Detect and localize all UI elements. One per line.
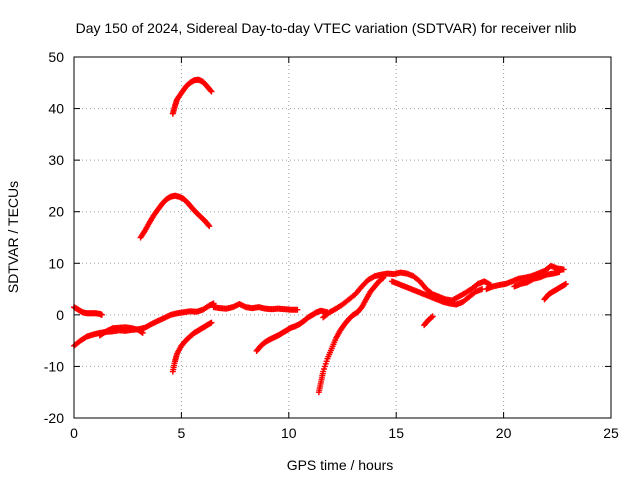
series-arc-high-2	[137, 192, 213, 241]
data-point	[556, 269, 563, 276]
series-arc-rise-2	[315, 274, 387, 396]
data-point	[205, 222, 212, 229]
y-tick-label: 40	[48, 101, 64, 117]
data-point	[206, 223, 213, 230]
data-point	[207, 87, 214, 94]
data-point	[98, 311, 105, 318]
data-point	[560, 266, 567, 273]
chart-title: Day 150 of 2024, Sidereal Day-to-day VTE…	[76, 20, 577, 36]
x-tick-label: 20	[496, 425, 512, 441]
x-tick-label: 15	[388, 425, 404, 441]
y-tick-label: 0	[56, 307, 64, 323]
data-points	[71, 76, 569, 396]
plot-frame	[73, 56, 612, 419]
series-arc-mid-flat	[210, 301, 301, 313]
series-arc-late	[483, 262, 567, 293]
series-arc-hump	[320, 269, 494, 321]
series-arc-dip-2	[421, 313, 436, 329]
data-point	[139, 329, 146, 336]
data-point	[208, 319, 215, 326]
series-arc-lower-start	[71, 300, 217, 349]
x-tick-label: 25	[603, 425, 619, 441]
y-tick-label: 30	[48, 152, 64, 168]
y-tick-label: 20	[48, 204, 64, 220]
y-tick-label: 10	[48, 255, 64, 271]
data-point	[208, 88, 215, 95]
series-arc-end	[541, 280, 569, 303]
x-tick-label: 5	[178, 425, 186, 441]
data-point	[562, 280, 569, 287]
series-arc-hump-lower	[388, 278, 486, 308]
series-arc-band-2	[96, 324, 146, 339]
x-tick-label: 10	[281, 425, 297, 441]
ticks: 0 5 10 15 20 25 -20 -10 0 10 20 30 40 50	[44, 49, 619, 441]
x-axis-label: GPS time / hours	[287, 457, 394, 473]
x-tick-label: 0	[70, 425, 78, 441]
series-arc-late-lower	[511, 269, 563, 290]
y-tick-label: -10	[44, 358, 64, 374]
series-arc-upper-band	[71, 304, 105, 318]
y-tick-label: -20	[44, 410, 64, 426]
series-arc-dip-1	[169, 319, 215, 375]
data-point	[428, 314, 435, 321]
series-arc-rise-1	[253, 307, 331, 354]
data-point	[429, 313, 436, 320]
y-tick-label: 50	[48, 49, 64, 65]
y-axis-label: SDTVAR / TECUs	[5, 181, 21, 293]
grid	[74, 57, 611, 418]
series-arc-high-1	[169, 76, 215, 117]
data-point	[294, 306, 301, 313]
